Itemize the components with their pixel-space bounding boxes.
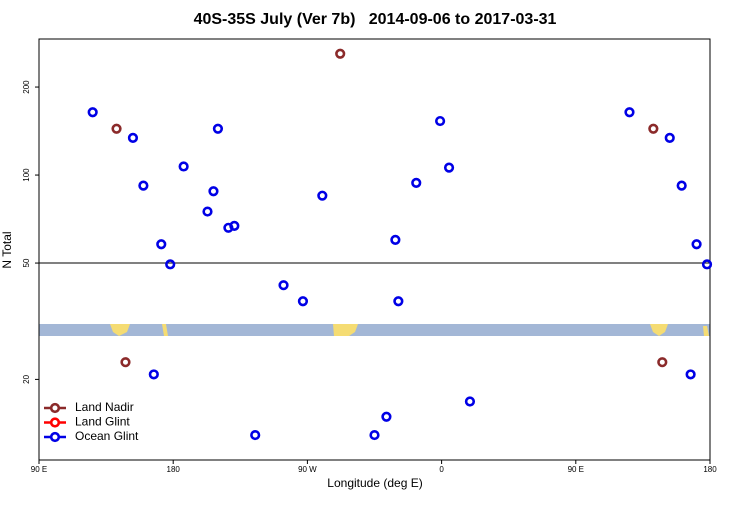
point	[148, 369, 159, 380]
legend-label: Land Glint	[75, 415, 130, 429]
point	[381, 411, 392, 422]
land	[650, 324, 668, 336]
point	[87, 107, 98, 118]
point	[657, 357, 668, 368]
y-tick-label: 200	[22, 80, 31, 94]
point	[443, 162, 455, 173]
chart-title: 40S-35S July (Ver 7b) 2014-09-06 to 2017…	[194, 11, 557, 28]
map-strip	[39, 324, 710, 336]
y-axis-label: N Total	[0, 231, 14, 268]
point	[120, 357, 131, 368]
plot-frame	[38, 38, 711, 461]
y-tick-label: 50	[22, 258, 31, 267]
x-tick-label: 90 E	[568, 465, 584, 474]
y-tick-label: 20	[22, 374, 31, 383]
point	[250, 429, 261, 441]
point	[127, 132, 139, 143]
point	[165, 259, 176, 270]
legend-label: Ocean Glint	[75, 429, 139, 443]
point	[701, 259, 713, 270]
legend-marker	[49, 417, 61, 428]
land	[333, 324, 358, 336]
ocean-strip	[39, 324, 710, 336]
x-tick-label: 180	[703, 465, 717, 474]
point	[393, 296, 404, 307]
point	[411, 177, 422, 189]
point	[212, 123, 224, 134]
point	[178, 161, 189, 172]
point	[676, 180, 687, 191]
point	[335, 48, 346, 59]
point	[691, 239, 702, 250]
point	[208, 186, 219, 197]
land	[162, 324, 168, 336]
x-tick-label: 0	[439, 465, 444, 474]
land	[110, 324, 130, 336]
point	[138, 180, 149, 191]
point	[464, 396, 476, 407]
point	[156, 239, 167, 250]
point	[390, 234, 401, 246]
point	[685, 369, 696, 380]
point	[648, 123, 659, 134]
x-tick-label: 90 E	[31, 465, 47, 474]
point	[229, 220, 240, 231]
legend-marker	[49, 431, 61, 443]
point	[369, 429, 380, 441]
point	[664, 132, 675, 143]
x-axis-label: Longitude (deg E)	[327, 476, 422, 490]
land	[703, 326, 709, 336]
x-tick-label: 90 W	[298, 465, 317, 474]
point	[278, 280, 289, 291]
y-tick-label: 100	[22, 168, 31, 182]
point	[202, 206, 213, 217]
legend-label: Land Nadir	[75, 400, 134, 414]
point	[624, 107, 635, 118]
point	[435, 115, 446, 127]
legend-marker	[49, 402, 61, 414]
x-tick-label: 180	[167, 465, 181, 474]
point	[317, 190, 328, 201]
point	[297, 296, 309, 307]
point	[111, 123, 122, 134]
